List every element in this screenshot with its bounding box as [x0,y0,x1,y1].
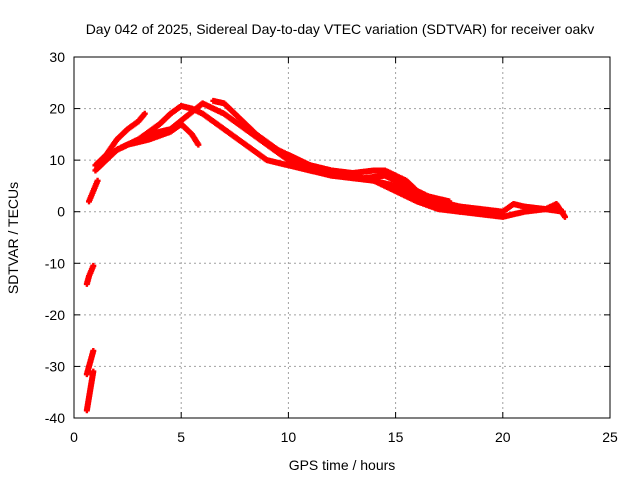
x-tick-label: 20 [495,429,511,445]
grid-lines [74,57,610,418]
x-tick-label: 5 [177,429,185,445]
x-tick-labels: 0 5 10 15 20 25 [70,429,618,445]
data-point [90,347,97,354]
series-track-3 [83,262,97,287]
series-track-10 [285,151,568,220]
y-tick-label: -40 [45,410,65,426]
y-tick-label: 0 [57,204,65,220]
plot-frame [73,56,611,419]
axis-ticks [73,56,611,419]
data-point [141,110,148,117]
chart-title: Day 042 of 2025, Sidereal Day-to-day VTE… [86,21,595,37]
series-track-2 [83,347,97,378]
data-point [561,213,568,220]
data-marks [83,97,568,414]
data-point [90,368,97,375]
y-tick-label: 20 [49,101,65,117]
x-tick-label: 15 [388,429,404,445]
y-tick-label: -30 [45,358,65,374]
x-tick-label: 25 [602,429,618,445]
y-axis-label: SDTVAR / TECUs [5,182,21,294]
data-point [195,141,202,148]
y-tick-label: -10 [45,255,65,271]
y-tick-label: 10 [49,152,65,168]
y-tick-labels: -40 -30 -20 -10 0 10 20 30 [45,49,65,426]
data-point [94,177,101,184]
x-tick-label: 0 [70,429,78,445]
series-track-4 [86,177,101,205]
x-tick-label: 10 [281,429,297,445]
y-tick-label: 30 [49,49,65,65]
y-tick-label: -20 [45,307,65,323]
series-track-1 [83,368,97,414]
data-point [90,262,97,269]
x-axis-label: GPS time / hours [289,457,396,473]
